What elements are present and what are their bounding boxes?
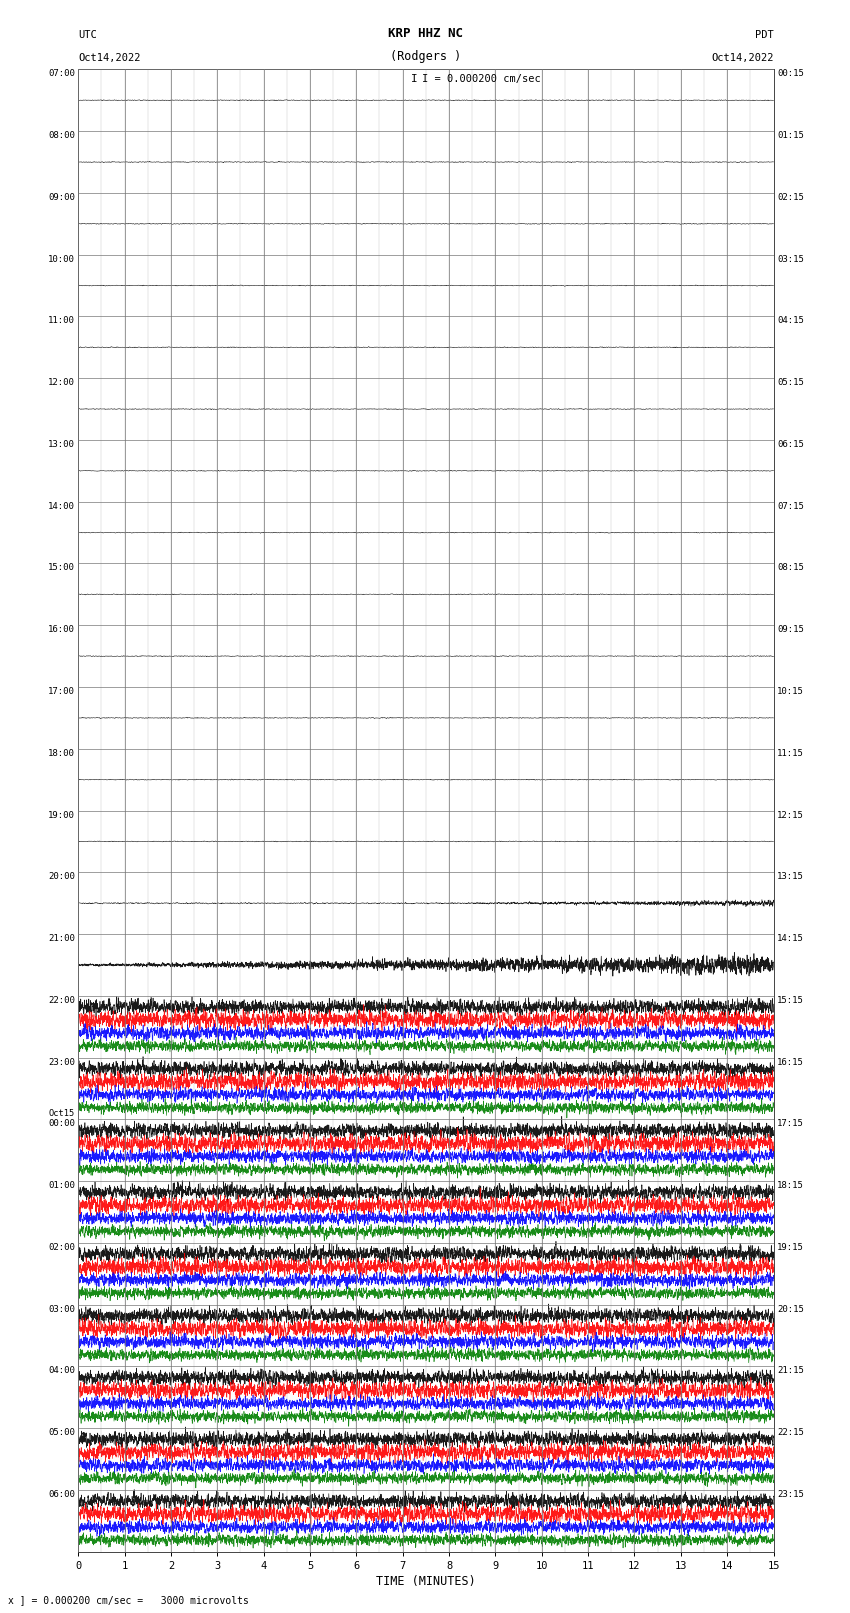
Text: 22:00: 22:00: [48, 995, 75, 1005]
Text: 23:00: 23:00: [48, 1058, 75, 1066]
Text: UTC: UTC: [78, 31, 97, 40]
Text: 18:15: 18:15: [777, 1181, 804, 1190]
Text: 17:15: 17:15: [777, 1119, 804, 1129]
Text: 12:15: 12:15: [777, 811, 804, 819]
Text: KRP HHZ NC: KRP HHZ NC: [388, 27, 463, 40]
Text: 20:00: 20:00: [48, 873, 75, 881]
Text: 04:00: 04:00: [48, 1366, 75, 1376]
Text: 09:15: 09:15: [777, 626, 804, 634]
Text: I = 0.000200 cm/sec: I = 0.000200 cm/sec: [422, 74, 541, 84]
Text: 08:15: 08:15: [777, 563, 804, 573]
Text: 02:15: 02:15: [777, 194, 804, 202]
Text: 11:15: 11:15: [777, 748, 804, 758]
Text: 16:00: 16:00: [48, 626, 75, 634]
Text: 22:15: 22:15: [777, 1428, 804, 1437]
Text: 00:00: 00:00: [48, 1119, 75, 1129]
Text: x ] = 0.000200 cm/sec =   3000 microvolts: x ] = 0.000200 cm/sec = 3000 microvolts: [8, 1595, 249, 1605]
Text: 15:00: 15:00: [48, 563, 75, 573]
Text: 20:15: 20:15: [777, 1305, 804, 1313]
Text: 07:15: 07:15: [777, 502, 804, 511]
Text: Oct14,2022: Oct14,2022: [711, 53, 774, 63]
Text: 19:15: 19:15: [777, 1244, 804, 1252]
Text: I: I: [411, 74, 418, 84]
Text: 16:15: 16:15: [777, 1058, 804, 1066]
Text: 14:00: 14:00: [48, 502, 75, 511]
Text: 08:00: 08:00: [48, 131, 75, 140]
Text: PDT: PDT: [755, 31, 774, 40]
Text: 09:00: 09:00: [48, 194, 75, 202]
Text: 13:00: 13:00: [48, 440, 75, 448]
Text: 07:00: 07:00: [48, 69, 75, 79]
Text: 06:15: 06:15: [777, 440, 804, 448]
Text: 01:00: 01:00: [48, 1181, 75, 1190]
Text: 05:15: 05:15: [777, 377, 804, 387]
X-axis label: TIME (MINUTES): TIME (MINUTES): [376, 1574, 476, 1587]
Text: 11:00: 11:00: [48, 316, 75, 326]
Text: 01:15: 01:15: [777, 131, 804, 140]
Text: Oct14,2022: Oct14,2022: [78, 53, 141, 63]
Text: 06:00: 06:00: [48, 1490, 75, 1498]
Text: 17:00: 17:00: [48, 687, 75, 695]
Text: 23:15: 23:15: [777, 1490, 804, 1498]
Text: 04:15: 04:15: [777, 316, 804, 326]
Text: 05:00: 05:00: [48, 1428, 75, 1437]
Text: 00:15: 00:15: [777, 69, 804, 79]
Text: 19:00: 19:00: [48, 811, 75, 819]
Text: 03:00: 03:00: [48, 1305, 75, 1313]
Text: 18:00: 18:00: [48, 748, 75, 758]
Text: 15:15: 15:15: [777, 995, 804, 1005]
Text: (Rodgers ): (Rodgers ): [390, 50, 462, 63]
Text: 12:00: 12:00: [48, 377, 75, 387]
Text: 13:15: 13:15: [777, 873, 804, 881]
Text: Oct15: Oct15: [48, 1108, 75, 1118]
Text: 10:15: 10:15: [777, 687, 804, 695]
Text: 02:00: 02:00: [48, 1244, 75, 1252]
Text: 10:00: 10:00: [48, 255, 75, 263]
Text: 03:15: 03:15: [777, 255, 804, 263]
Text: 14:15: 14:15: [777, 934, 804, 944]
Text: 21:00: 21:00: [48, 934, 75, 944]
Text: 21:15: 21:15: [777, 1366, 804, 1376]
